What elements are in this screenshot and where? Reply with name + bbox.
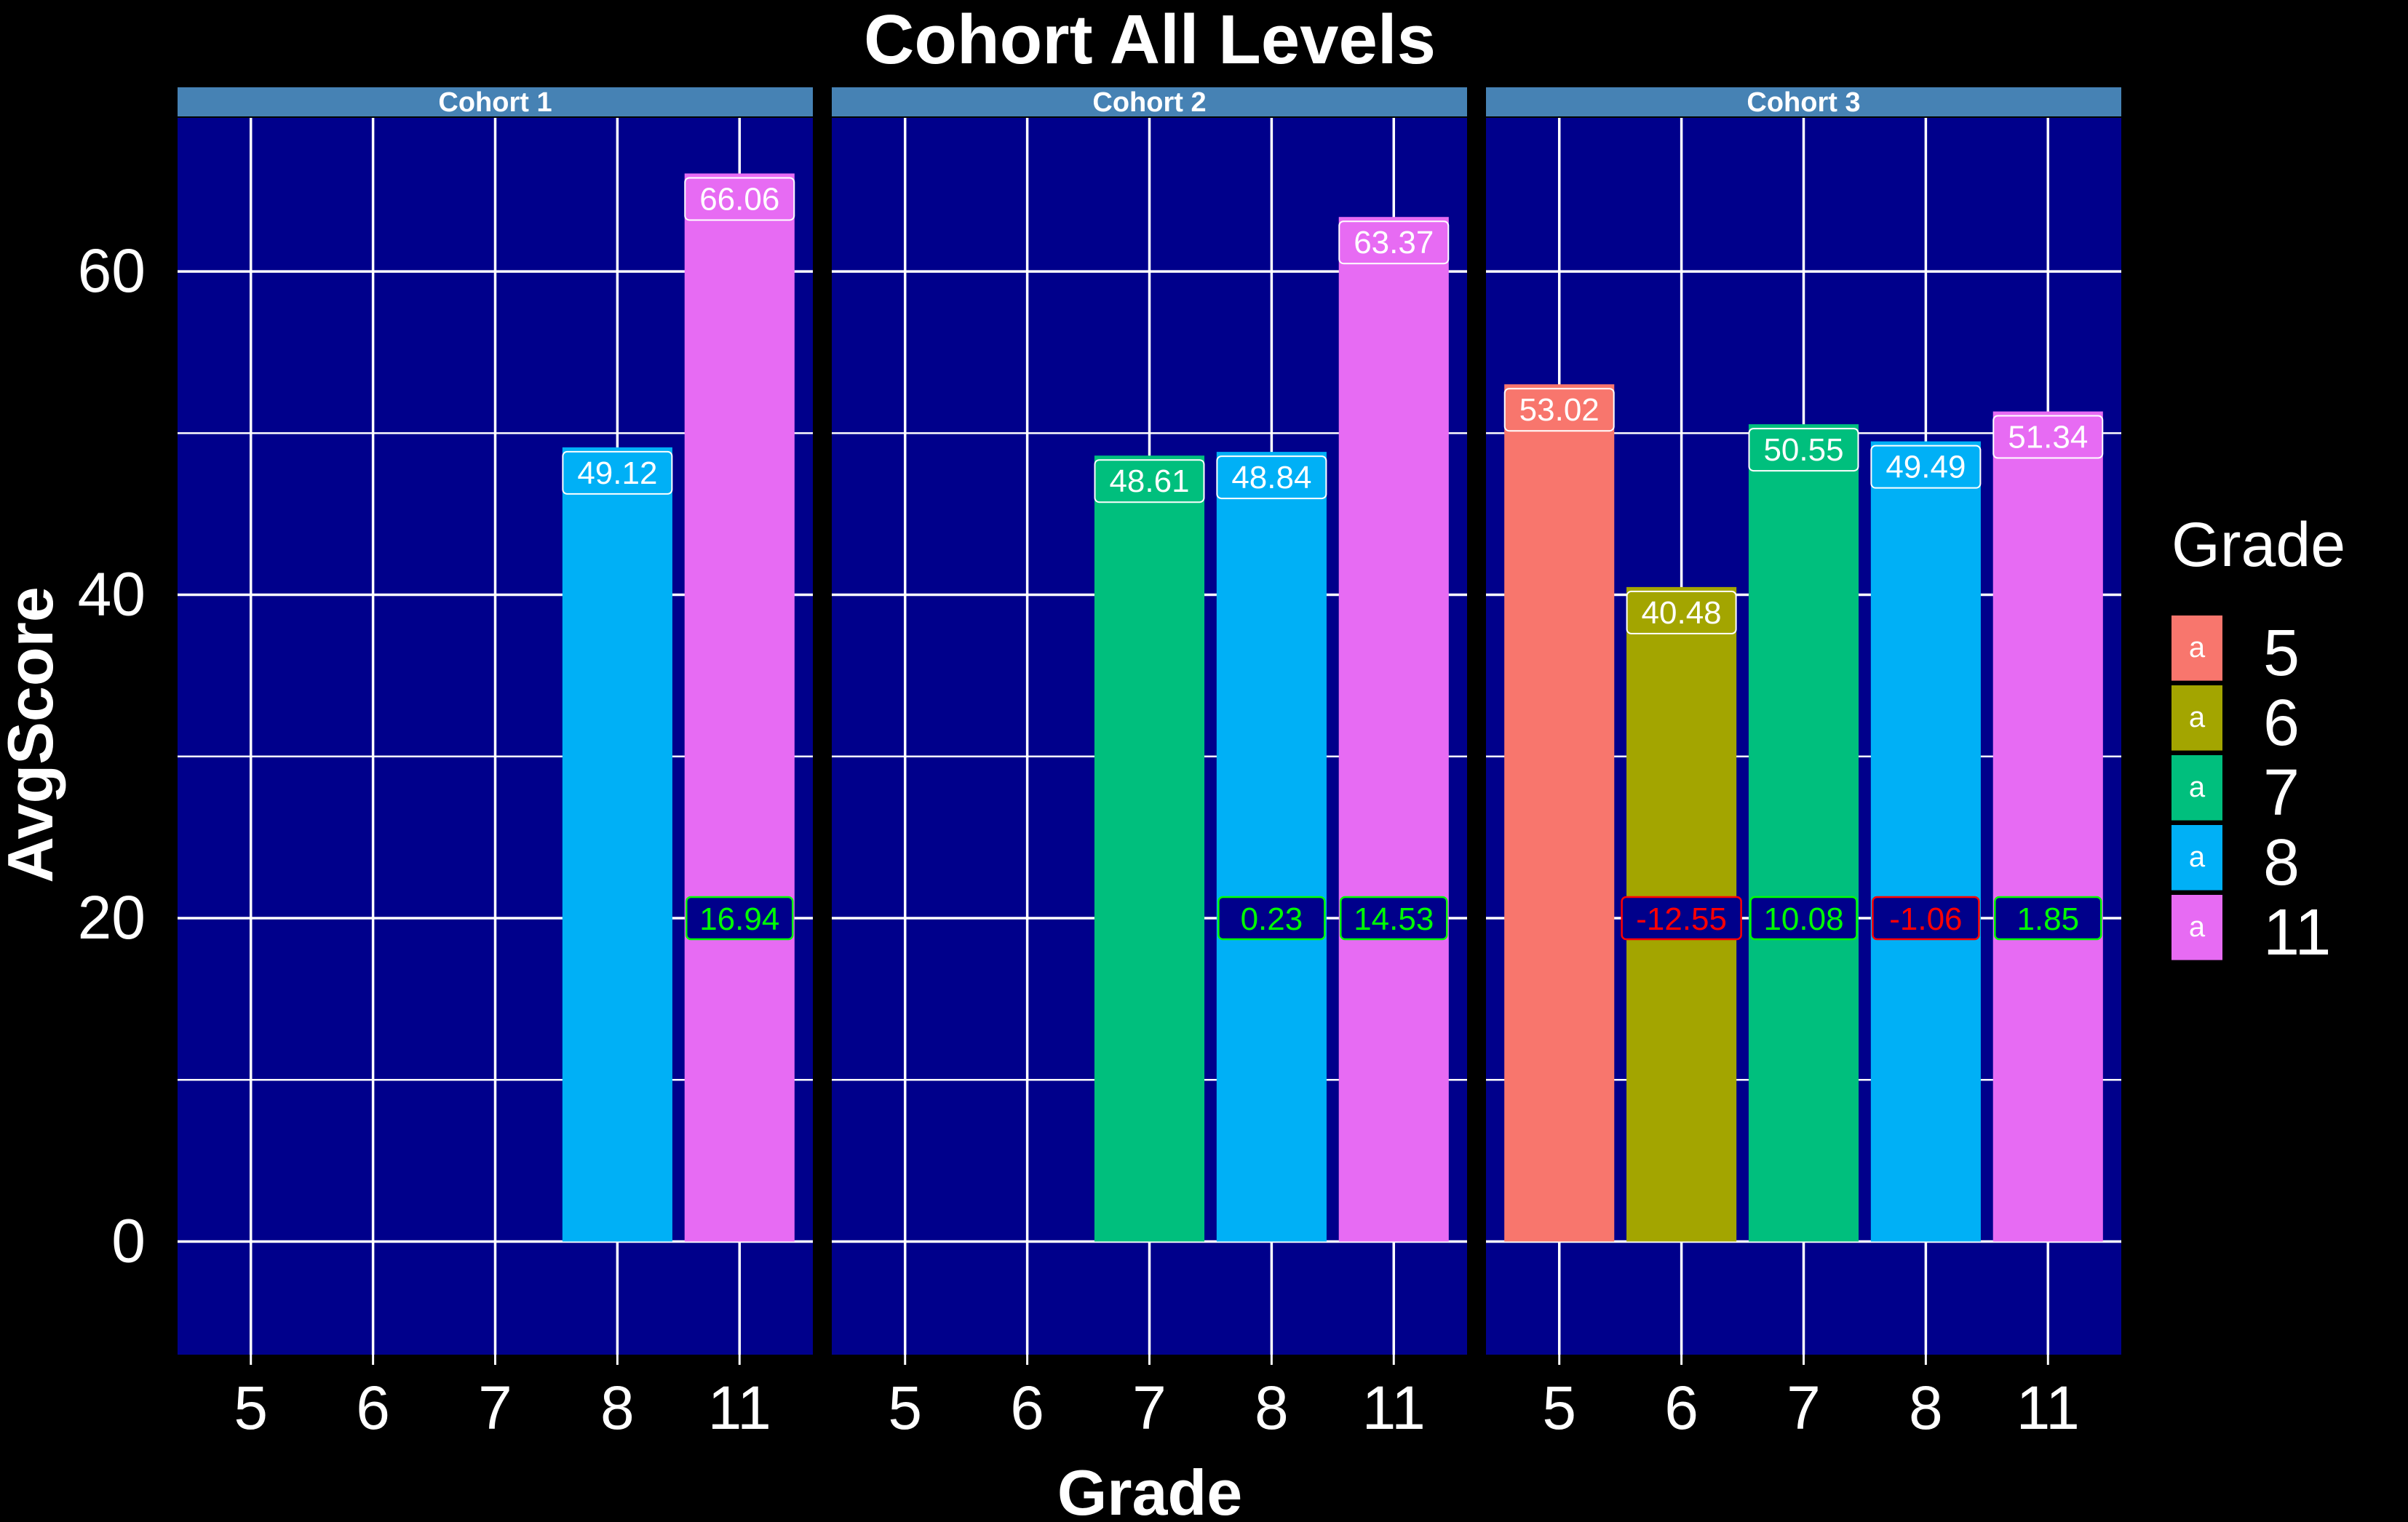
change-label-box bbox=[1621, 896, 1742, 941]
change-label-box bbox=[1340, 896, 1448, 941]
x-tick-label: 5 bbox=[234, 1374, 268, 1442]
legend-label: 11 bbox=[2263, 896, 2331, 969]
bar-grade-8 bbox=[1870, 441, 1981, 1242]
change-label-box bbox=[686, 896, 794, 941]
value-label-box bbox=[1216, 455, 1327, 500]
x-tick-label: 8 bbox=[600, 1374, 635, 1442]
x-tick-label: 11 bbox=[1362, 1374, 1426, 1442]
x-tick-label: 5 bbox=[888, 1374, 922, 1442]
y-tick-label: 0 bbox=[111, 1206, 146, 1275]
legend-key bbox=[2171, 825, 2222, 891]
value-label: 63.37 bbox=[1354, 225, 1434, 260]
change-label: 14.53 bbox=[1354, 901, 1434, 937]
legend-item-11: a 11 bbox=[2171, 895, 2331, 969]
strip-background bbox=[178, 87, 813, 116]
panel-1: Cohort 1 5 6 7 8 11 49.12 66.06 16.94 bbox=[178, 87, 813, 1442]
change-label: 10.08 bbox=[1763, 901, 1843, 937]
bar-grade-11 bbox=[1992, 411, 2103, 1242]
strip-label: Cohort 3 bbox=[1747, 87, 1860, 118]
panel-3: Cohort 3 5 6 7 8 11 53.02 40.48 -12.55 50.55 10.08… bbox=[1486, 87, 2121, 1442]
y-axis-label: AvgScore bbox=[0, 586, 66, 883]
value-label-box bbox=[684, 177, 795, 221]
legend-key-glyph: a bbox=[2189, 771, 2206, 803]
value-label: 50.55 bbox=[1763, 432, 1843, 468]
legend-key-glyph: a bbox=[2189, 631, 2206, 664]
x-tick-label: 11 bbox=[2016, 1374, 2080, 1442]
bar-grade-8 bbox=[562, 447, 672, 1242]
change-label-box bbox=[1994, 896, 2102, 941]
legend-title: Grade bbox=[2171, 510, 2345, 580]
bar-grade-11 bbox=[684, 173, 795, 1242]
change-label-box bbox=[1749, 896, 1858, 941]
value-label-box bbox=[1626, 590, 1737, 634]
bar-grade-8 bbox=[1216, 452, 1327, 1242]
change-label: 0.23 bbox=[1241, 901, 1303, 937]
value-label: 40.48 bbox=[1642, 595, 1722, 631]
legend-key-glyph: a bbox=[2189, 911, 2206, 943]
value-label-box bbox=[1870, 445, 1982, 489]
y-tick-label: 40 bbox=[78, 560, 146, 629]
value-label: 53.02 bbox=[1519, 392, 1600, 428]
change-label-box bbox=[1872, 896, 1980, 941]
value-label-box bbox=[1992, 415, 2104, 459]
value-label: 48.84 bbox=[1231, 460, 1311, 495]
panel-2: Cohort 2 5 6 7 8 11 48.61 48.84 0.23 63.37 14.53 bbox=[832, 87, 1467, 1442]
strip-label: Cohort 1 bbox=[438, 87, 552, 118]
x-tick-label: 6 bbox=[356, 1374, 390, 1442]
x-tick-label: 7 bbox=[1787, 1374, 1821, 1442]
legend-key bbox=[2171, 685, 2222, 751]
legend-label: 8 bbox=[2263, 826, 2300, 899]
legend-key bbox=[2171, 755, 2222, 821]
x-tick-label: 11 bbox=[708, 1374, 771, 1442]
legend-key bbox=[2171, 615, 2222, 681]
legend-label: 5 bbox=[2263, 617, 2300, 690]
legend: Grade a 5a 6a 7a 8a 11 bbox=[2171, 510, 2345, 969]
legend-key bbox=[2171, 895, 2222, 960]
bar-grade-7 bbox=[1748, 424, 1859, 1242]
value-label: 66.06 bbox=[699, 181, 779, 217]
strip-background bbox=[832, 87, 1467, 116]
change-label: 1.85 bbox=[2016, 901, 2079, 937]
change-label: 16.94 bbox=[699, 901, 779, 937]
x-tick-label: 7 bbox=[1132, 1374, 1167, 1442]
y-tick-label: 60 bbox=[78, 236, 146, 305]
value-label-box bbox=[1503, 388, 1615, 432]
change-label: -1.06 bbox=[1889, 901, 1962, 937]
value-label: 51.34 bbox=[2008, 420, 2088, 455]
chart-title: Cohort All Levels bbox=[864, 1, 1436, 79]
x-tick-label: 7 bbox=[478, 1374, 512, 1442]
legend-label: 7 bbox=[2263, 757, 2300, 829]
legend-key-glyph: a bbox=[2189, 701, 2206, 733]
x-tick-label: 6 bbox=[1010, 1374, 1044, 1442]
legend-key-glyph: a bbox=[2189, 841, 2206, 873]
value-label: 48.61 bbox=[1109, 463, 1189, 499]
value-label: 49.49 bbox=[1886, 450, 1966, 485]
value-label: 49.12 bbox=[577, 455, 657, 491]
value-label-box bbox=[1338, 220, 1450, 265]
value-label-box bbox=[1094, 459, 1205, 503]
strip-background bbox=[1486, 87, 2121, 116]
value-label-box bbox=[562, 450, 673, 495]
y-tick-label: 20 bbox=[78, 883, 146, 952]
x-tick-label: 6 bbox=[1664, 1374, 1698, 1442]
legend-label: 6 bbox=[2263, 687, 2300, 760]
x-axis-label: Grade bbox=[1057, 1457, 1242, 1518]
bar-grade-7 bbox=[1094, 455, 1205, 1242]
bar-grade-11 bbox=[1338, 217, 1449, 1242]
strip-label: Cohort 2 bbox=[1092, 87, 1206, 118]
x-tick-label: 5 bbox=[1542, 1374, 1576, 1442]
bar-grade-5 bbox=[1504, 384, 1615, 1242]
change-label-box bbox=[1217, 896, 1326, 941]
value-label-box bbox=[1748, 428, 1859, 472]
x-tick-label: 8 bbox=[1255, 1374, 1289, 1442]
change-label: -12.55 bbox=[1636, 901, 1727, 937]
x-tick-label: 8 bbox=[1909, 1374, 1943, 1442]
